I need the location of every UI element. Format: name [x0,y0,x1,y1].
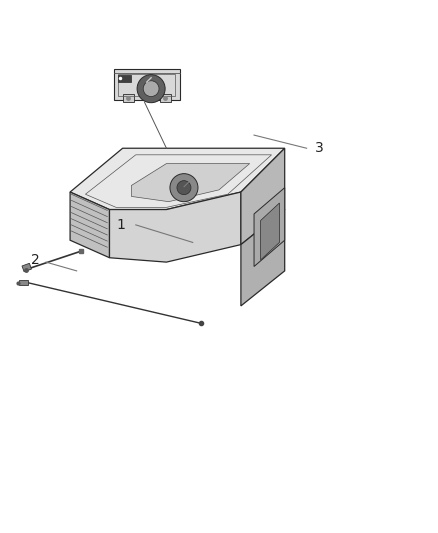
Bar [160,94,171,102]
Polygon shape [70,148,285,209]
Bar [123,94,134,102]
Polygon shape [241,209,285,306]
Bar [22,263,32,272]
Bar [118,75,131,82]
Polygon shape [254,188,285,266]
Circle shape [137,75,165,103]
Circle shape [177,181,191,195]
Text: 2: 2 [31,253,39,267]
Polygon shape [114,69,180,100]
Polygon shape [110,192,241,262]
Text: 1: 1 [116,218,125,232]
Polygon shape [70,192,110,258]
Circle shape [143,81,159,96]
Polygon shape [241,148,285,245]
Polygon shape [131,164,250,201]
Polygon shape [261,203,279,260]
Bar [19,280,28,285]
Text: 3: 3 [315,141,324,155]
Circle shape [170,174,198,201]
